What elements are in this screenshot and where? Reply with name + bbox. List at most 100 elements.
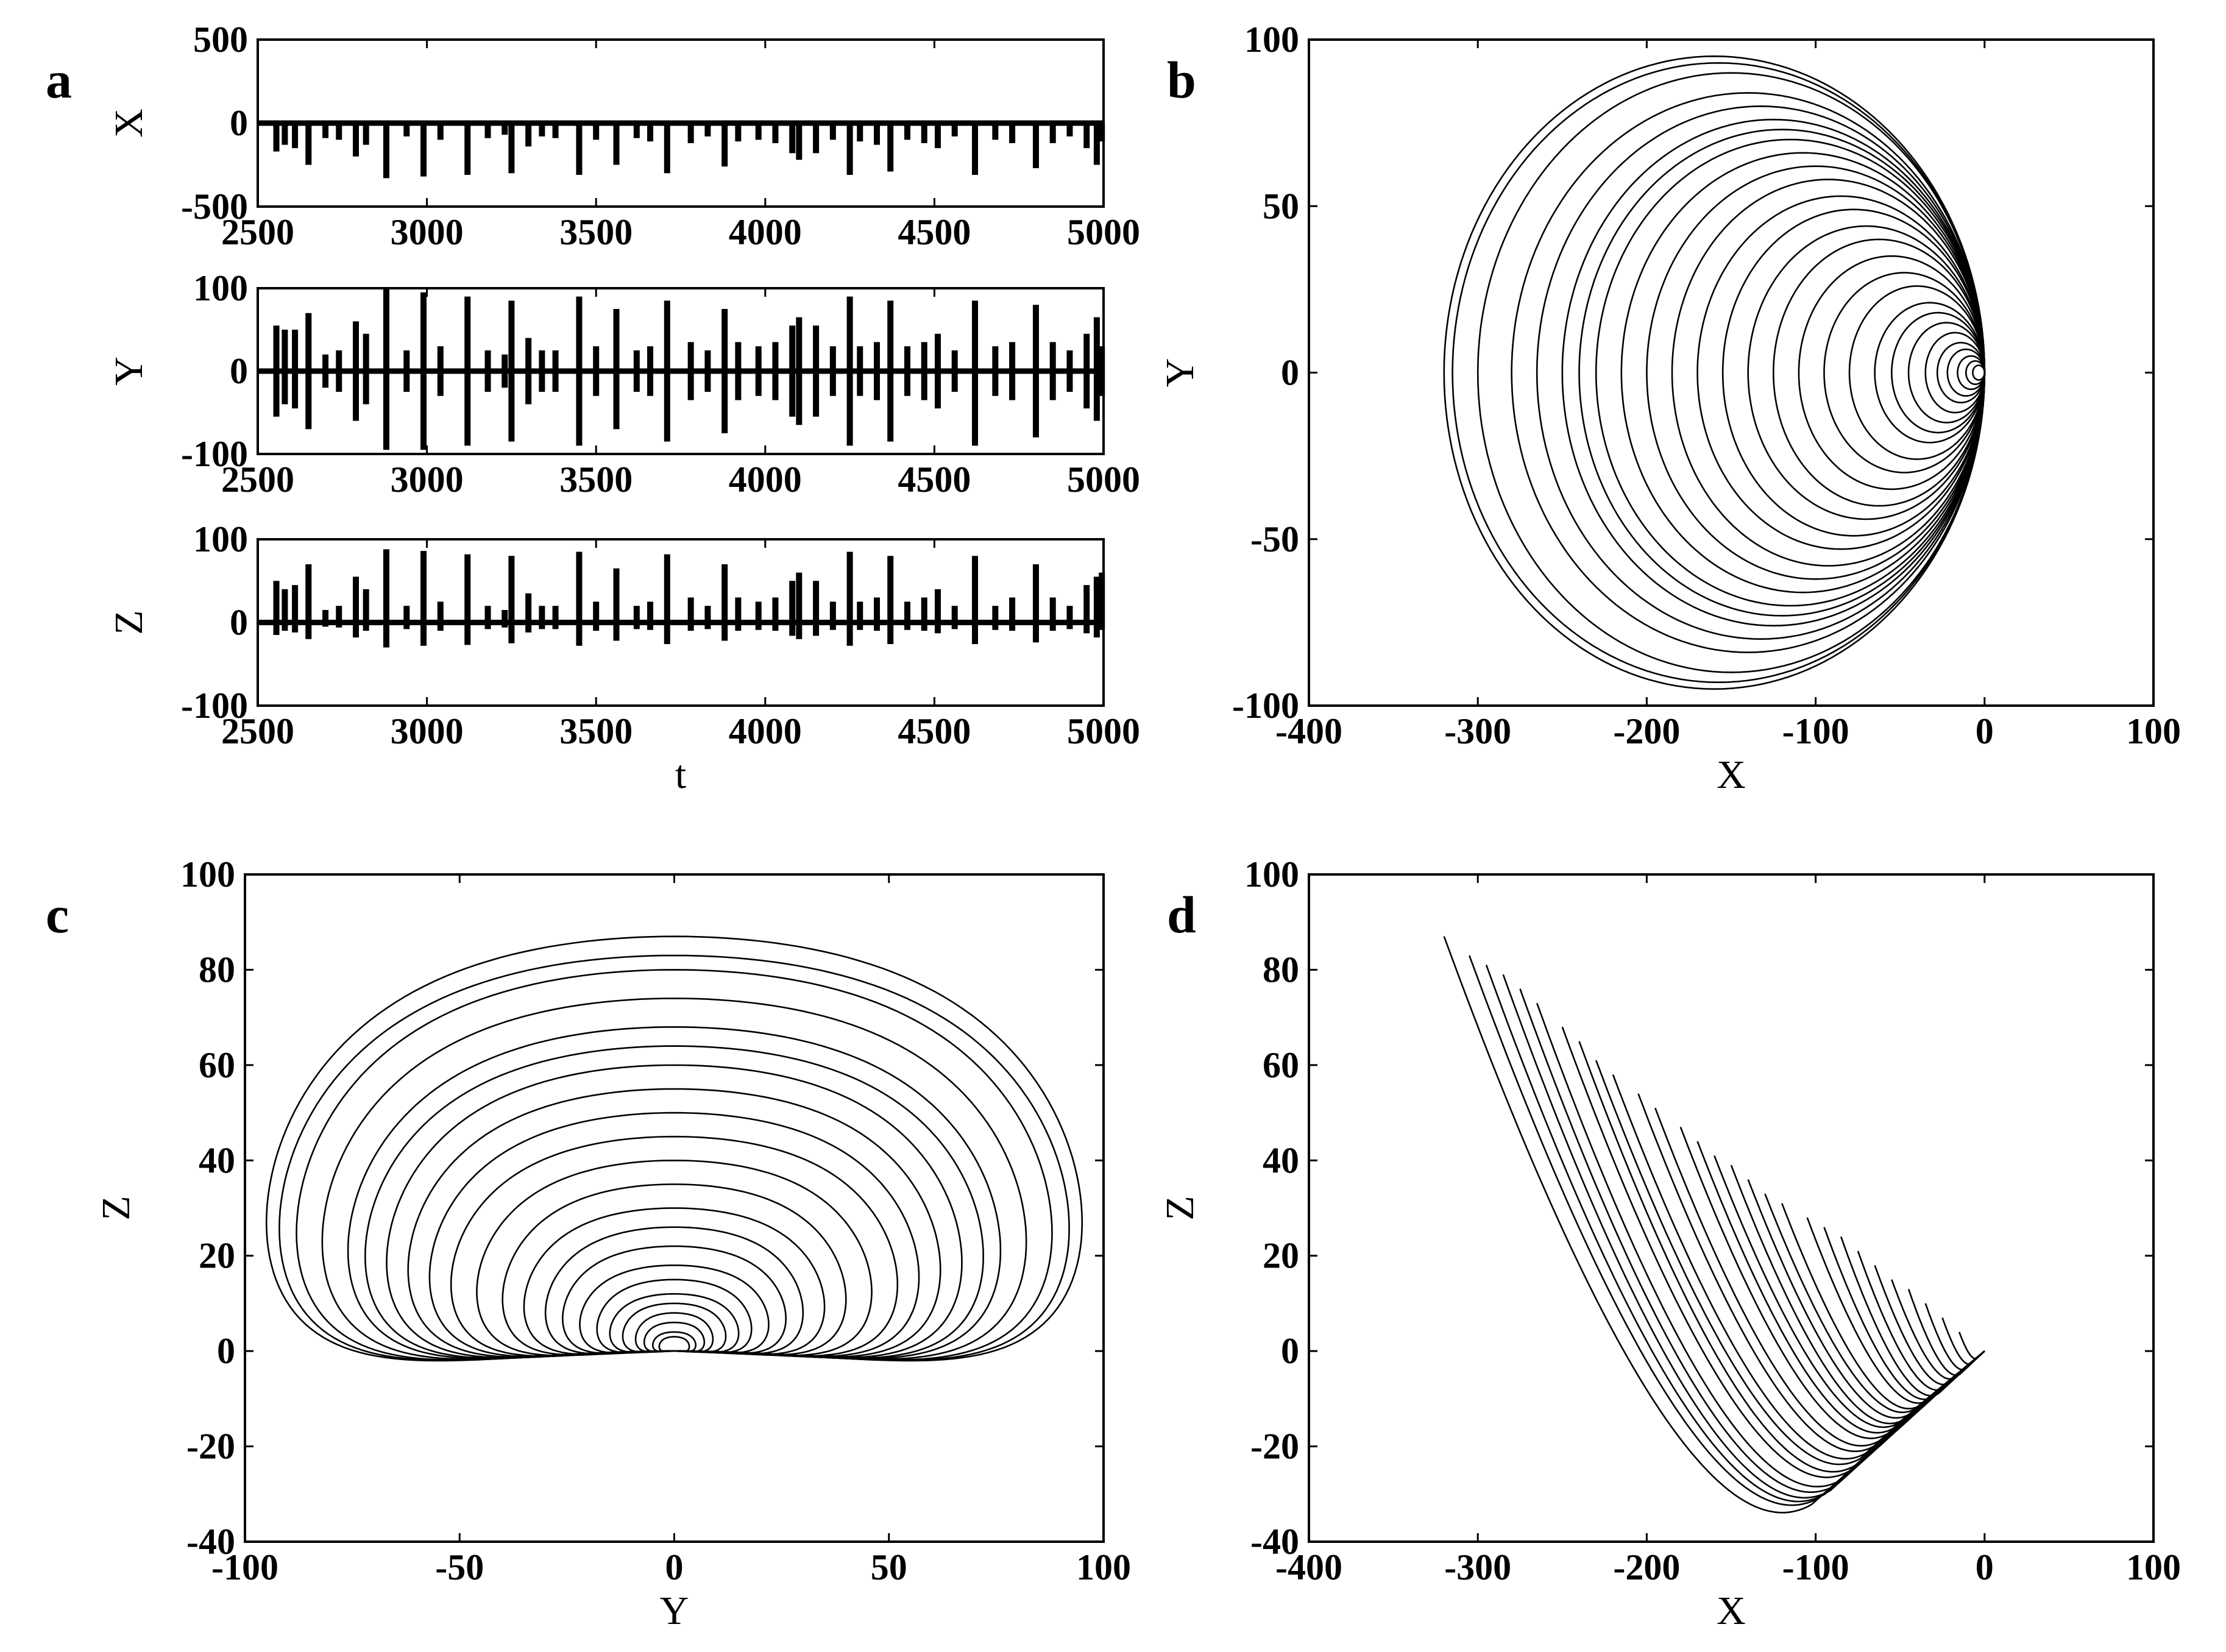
panel-a-y-xtick-label: 3500 xyxy=(559,459,633,500)
panel-b-xtick-label: -100 xyxy=(1782,711,1849,751)
panel-a-z-xtick-label: 4000 xyxy=(729,711,802,751)
panel-d-ytick-label: 20 xyxy=(1263,1236,1299,1276)
trajectory-loop xyxy=(658,1336,690,1352)
panel-label-d: d xyxy=(1167,885,1196,944)
panel-a-z-ytick-label: 100 xyxy=(193,519,248,559)
panel-a-x-ytick-label: 500 xyxy=(193,19,248,60)
trajectory-loop xyxy=(579,1264,770,1354)
panel-label-c: c xyxy=(46,885,69,944)
panel-b-xlabel: X xyxy=(1717,753,1746,797)
panel-b-ytick-label: -50 xyxy=(1250,519,1299,559)
trajectory-loop xyxy=(1891,311,1986,434)
panel-c-ytick-label: -20 xyxy=(186,1427,235,1467)
trajectory-loop xyxy=(596,1278,753,1354)
panel-b-ytick-label: -100 xyxy=(1232,686,1299,726)
panel-a-x-xtick-label: 4500 xyxy=(898,212,971,252)
trajectory-loop xyxy=(476,1160,873,1356)
trajectory-loop xyxy=(1972,364,1986,381)
trajectory-loop xyxy=(1874,302,1986,444)
panel-d-xlabel: X xyxy=(1717,1589,1746,1633)
panel-d-ytick-label: -20 xyxy=(1250,1427,1299,1467)
trajectory-loop xyxy=(278,954,1070,1361)
panel-c-ytick-label: 0 xyxy=(217,1331,235,1371)
panel-a-z-ylabel: Z xyxy=(107,610,151,634)
panel-d-ylabel: Z xyxy=(1158,1196,1202,1220)
trajectory-branch xyxy=(1536,1002,1985,1487)
panel-a-y-ytick-label: -100 xyxy=(181,434,248,474)
panel-a-x-xtick-label: 2500 xyxy=(221,212,294,252)
panel-a-y-ylabel: Y xyxy=(107,356,151,386)
trajectory-loop xyxy=(502,1183,847,1356)
trajectory-branch xyxy=(1469,955,1985,1506)
trajectory-loop xyxy=(1620,152,1986,594)
panel-d-xtick-label: -300 xyxy=(1444,1547,1511,1587)
panel-c-xtick-label: -100 xyxy=(211,1547,278,1587)
trajectory-loop xyxy=(1957,355,1986,391)
panel-a-y-xtick-label: 4500 xyxy=(898,459,971,500)
panel-a-z-subplot: 2500 3000 3500 4000 4500 5000 100 0 -100 t Z xyxy=(107,519,1140,797)
panel-c-ytick-label: 40 xyxy=(199,1140,235,1180)
panel-d-frame xyxy=(1308,873,2155,1543)
trajectory-branch xyxy=(1443,936,1985,1514)
panel-b-frame xyxy=(1308,38,2155,707)
panel-a-y-xtick-label: 2500 xyxy=(221,459,294,500)
trajectory-loop xyxy=(1536,105,1986,640)
panel-a-z-xtick-label: 4500 xyxy=(898,711,971,751)
panel-c-xtick-label: 100 xyxy=(1076,1547,1131,1587)
panel-label-b: b xyxy=(1167,51,1196,109)
panel-c-xtick-label: 50 xyxy=(871,1547,907,1587)
trajectory-loop xyxy=(386,1064,963,1359)
trajectory-loop xyxy=(347,1026,1002,1360)
panel-a-y-xtick-label: 5000 xyxy=(1067,459,1140,500)
panel-a-x-xtick-label: 4000 xyxy=(729,212,802,252)
trajectory-loop xyxy=(1595,138,1986,607)
panel-d-ytick-label: -40 xyxy=(1250,1522,1299,1562)
panel-b-ytick-label: 100 xyxy=(1244,19,1299,60)
trajectory-loop xyxy=(1823,272,1986,473)
panel-a-x-ytick-label: -500 xyxy=(181,186,248,227)
panel-b-ylabel: Y xyxy=(1158,358,1202,388)
trajectory-loop xyxy=(265,935,1083,1362)
panel-c: -100 -50 0 50 100 100 80 60 40 20 0 -20 -40 Y Z xyxy=(94,854,1131,1633)
panel-d-ytick-label: 0 xyxy=(1281,1331,1299,1371)
panel-a-z-ytick-label: 0 xyxy=(230,603,248,643)
panel-a-z-xlabel: t xyxy=(675,753,686,797)
panel-a-z-xtick-label: 3000 xyxy=(391,711,464,751)
panel-a-x-ytick-label: 0 xyxy=(230,103,248,143)
panel-label-a: a xyxy=(46,51,72,109)
panel-a-x-xtick-label: 3500 xyxy=(559,212,633,252)
panel-a-y-xtick-label: 3000 xyxy=(391,459,464,500)
trajectory-branch xyxy=(1578,1041,1985,1473)
panel-b-ytick-label: 50 xyxy=(1263,186,1299,226)
panel-b-xtick-label: 0 xyxy=(1976,711,1994,751)
trajectory-loop xyxy=(1646,165,1986,580)
trajectory-loop xyxy=(364,1045,984,1360)
panel-d-xtick-label: -400 xyxy=(1275,1547,1342,1587)
panel-a-z-xtick-label: 2500 xyxy=(221,711,294,751)
panel-c-ytick-label: 20 xyxy=(199,1236,235,1276)
panel-a-y-subplot: 2500 3000 3500 4000 4500 5000 100 0 -100 Y xyxy=(107,268,1140,500)
panel-d-ytick-label: 80 xyxy=(1263,949,1299,990)
panel-c-xtick-label: -50 xyxy=(435,1547,484,1587)
panel-a-z-ytick-label: -100 xyxy=(181,686,248,726)
panel-a-x-xtick-label: 3000 xyxy=(391,212,464,252)
trajectory-loop xyxy=(428,1111,920,1358)
trajectory-loop xyxy=(1773,238,1986,507)
panel-a-x-xtick-label: 5000 xyxy=(1067,212,1140,252)
panel-b-xtick-label: 100 xyxy=(2126,711,2181,751)
panel-c-ytick-label: -40 xyxy=(186,1522,235,1562)
trajectory-loop xyxy=(1924,331,1986,414)
panel-d-ytick-label: 40 xyxy=(1263,1140,1299,1180)
trajectory-loop xyxy=(1721,208,1986,537)
panel-d: -400 -300 -200 -100 0 100 100 80 60 40 20 0 -20 -40 X Z xyxy=(1158,854,2181,1633)
panel-b-xtick-label: -200 xyxy=(1613,711,1680,751)
panel-c-xtick-label: 0 xyxy=(665,1547,684,1587)
trajectory-branch xyxy=(1502,974,1985,1499)
panel-c-ylabel: Z xyxy=(94,1196,138,1220)
panel-b-xtick-label: -300 xyxy=(1444,711,1511,751)
panel-b-ytick-label: 0 xyxy=(1281,353,1299,393)
panel-b-xtick-label: -400 xyxy=(1275,711,1342,751)
panel-a-x-ylabel: X xyxy=(107,108,151,138)
